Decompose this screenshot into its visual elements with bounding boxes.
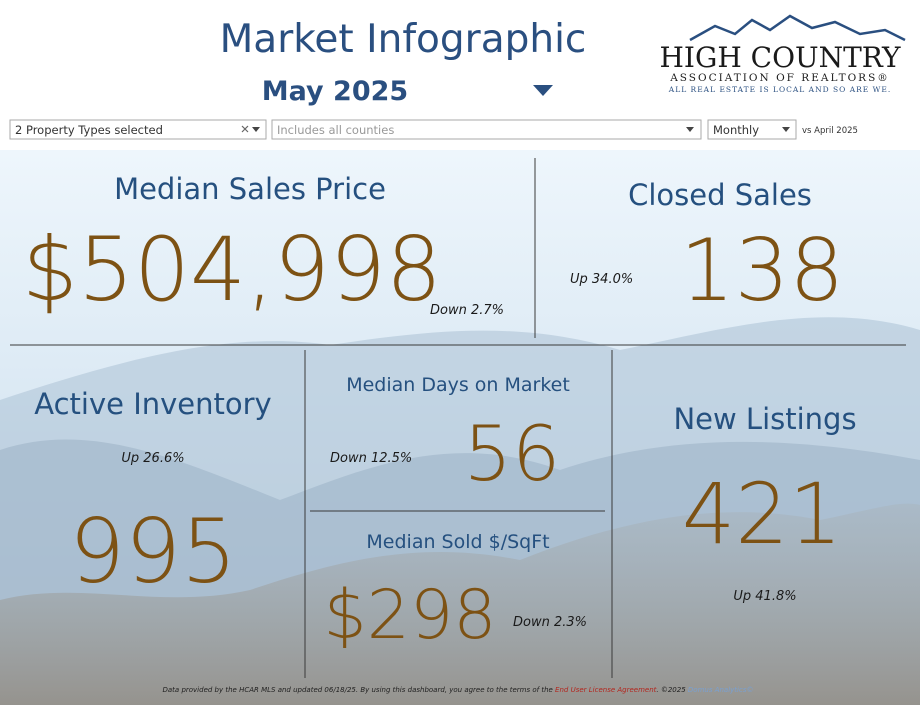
clear-icon[interactable] xyxy=(241,125,249,133)
footer-text: Data provided by the HCAR MLS and update… xyxy=(163,686,556,694)
metric-change: Up 34.0% xyxy=(570,272,633,287)
metric-value: 138 xyxy=(680,221,844,321)
logo-tagline: ALL REAL ESTATE IS LOCAL AND SO ARE WE. xyxy=(668,85,891,94)
metric-value: 995 xyxy=(69,500,237,603)
metric-label: Median Sold $/SqFt xyxy=(366,531,549,553)
dropdown-icon xyxy=(782,127,790,132)
county-filter[interactable] xyxy=(271,119,702,140)
logo: HIGH COUNTRY ASSOCIATION OF REALTORS® AL… xyxy=(659,14,906,94)
footer: Data provided by the HCAR MLS and update… xyxy=(163,686,754,694)
metric-value: 56 xyxy=(464,409,561,498)
county-filter-text: Includes all counties xyxy=(277,123,394,137)
forest xyxy=(0,503,920,705)
title: Market Infographic xyxy=(220,17,587,62)
logo-subname: ASSOCIATION OF REALTORS® xyxy=(669,72,890,84)
copyright: . ©2025 xyxy=(656,686,688,694)
logo-name: HIGH COUNTRY xyxy=(659,41,901,74)
logo-mountains xyxy=(689,14,906,42)
metric-label: Closed Sales xyxy=(628,178,812,212)
dropdown-icon xyxy=(252,127,260,132)
property-type-filter[interactable] xyxy=(9,119,267,140)
dropdown-icon xyxy=(686,127,694,132)
month-dropdown[interactable] xyxy=(533,85,553,96)
metric-change: Up 41.8% xyxy=(733,589,796,604)
license-link[interactable]: End User License Agreement xyxy=(555,686,657,694)
comparison-text: vs April 2025 xyxy=(802,126,858,136)
metric-value: $298 xyxy=(323,576,496,655)
period-filter[interactable] xyxy=(707,119,797,140)
metric-label: Median Sales Price xyxy=(114,172,386,206)
subtitle: May 2025 xyxy=(262,76,408,107)
metric-label: Active Inventory xyxy=(34,387,271,421)
period-filter-text: Monthly xyxy=(713,123,759,137)
brand-link[interactable]: Domus Analytics© xyxy=(688,686,754,694)
metric-label: New Listings xyxy=(673,402,856,436)
metric-change: Down 2.3% xyxy=(513,615,587,630)
property-type-filter-text: 2 Property Types selected xyxy=(15,123,163,137)
metric-change: Down 12.5% xyxy=(330,451,412,466)
metric-value: 421 xyxy=(682,465,842,563)
metric-value: $504,998 xyxy=(22,218,442,321)
metric-change: Down 2.7% xyxy=(430,303,504,318)
metric-label: Median Days on Market xyxy=(346,374,570,396)
metric-change: Up 26.6% xyxy=(121,451,184,466)
